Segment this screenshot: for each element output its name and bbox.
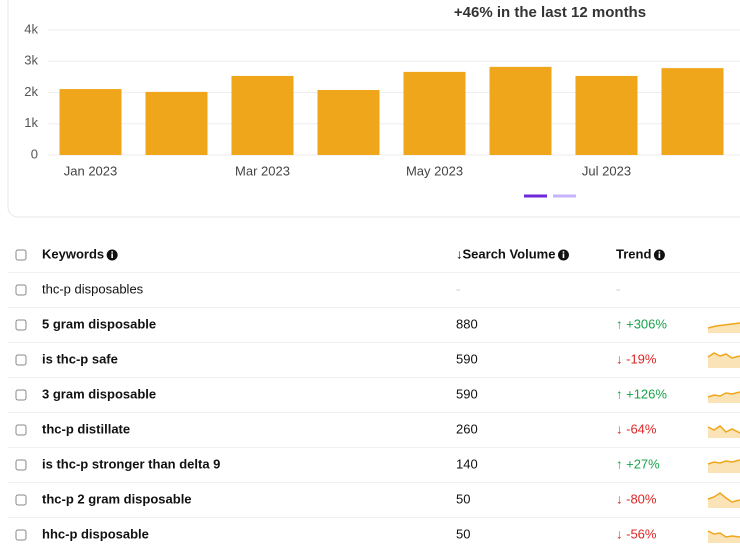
y-tick-label: 4k [24,21,38,36]
info-icon-dot [658,251,661,253]
chart-title: +46% in the last 12 months [454,4,646,21]
keyword[interactable]: thc-p distillate [42,421,130,436]
search-volume: 140 [456,456,478,471]
info-icon-glyph [111,253,113,258]
column-header[interactable]: Trend [616,246,651,261]
bar [145,91,208,155]
checkbox[interactable] [15,494,27,506]
bar [59,89,122,155]
checkbox[interactable] [15,459,27,471]
trend: ↓ -56% [616,526,657,541]
info-icon-glyph [658,253,661,258]
search-volume: 260 [456,421,478,436]
sparkline-area [708,460,740,473]
sparkline [707,459,740,465]
sparkline-area [708,323,740,333]
bar [317,90,380,155]
trend: ↑ +126% [616,386,667,401]
y-tick-label: 3k [24,53,38,68]
checkbox[interactable] [15,319,27,331]
y-tick-label: 1k [24,115,38,130]
bar [231,75,294,155]
sparkline-area [708,493,740,508]
search-volume: 50 [456,491,470,506]
y-tick-label: 0 [31,146,38,161]
trend: ↓ -19% [616,351,657,366]
sparkline [707,530,740,538]
info-icon-dot [562,251,565,253]
x-tick-label: Jul 2023 [582,163,631,178]
keyword[interactable]: is thc-p safe [42,351,118,366]
column-header[interactable]: ↓Search Volume [456,246,555,261]
keyword[interactable]: 5 gram disposable [42,316,156,331]
trend: ↑ +27% [616,456,660,471]
sparkline [707,391,740,398]
bar [403,71,466,155]
info-icon-dot [111,251,114,253]
keyword[interactable]: thc-p 2 gram disposable [42,491,192,506]
y-tick-label: 2k [24,84,38,99]
bar [489,66,552,155]
trend: ↓ -64% [616,421,657,436]
search-volume: 590 [456,386,478,401]
search-volume: 880 [456,316,478,331]
sparkline [707,352,740,359]
sparkline [707,425,740,434]
sparkline [707,322,740,329]
checkbox[interactable] [15,389,27,401]
bar [661,68,724,155]
keyword[interactable]: is thc-p stronger than delta 9 [42,456,220,471]
column-header[interactable]: Keywords [42,246,104,261]
x-tick-label: Jan 2023 [64,163,118,178]
sparkline-area [708,353,740,368]
search-volume: - [456,281,460,296]
trend: - [616,281,620,296]
trend: ↓ -80% [616,491,657,506]
keyword[interactable]: thc-p disposables [42,281,144,296]
x-tick-label: Mar 2023 [235,163,290,178]
keyword[interactable]: hhc-p disposable [42,526,149,541]
checkbox[interactable] [15,284,27,296]
sparkline [707,492,740,503]
search-volume: 590 [456,351,478,366]
bar [575,75,638,155]
sparkline-area [708,426,740,438]
x-tick-label: May 2023 [406,163,463,178]
checkbox[interactable] [15,424,27,436]
trend: ↑ +306% [616,316,667,331]
checkbox[interactable] [15,354,27,366]
info-icon-glyph [562,253,565,258]
checkbox[interactable] [15,249,27,261]
search-volume: 50 [456,526,470,541]
checkbox[interactable] [15,529,27,541]
keyword[interactable]: 3 gram disposable [42,386,156,401]
